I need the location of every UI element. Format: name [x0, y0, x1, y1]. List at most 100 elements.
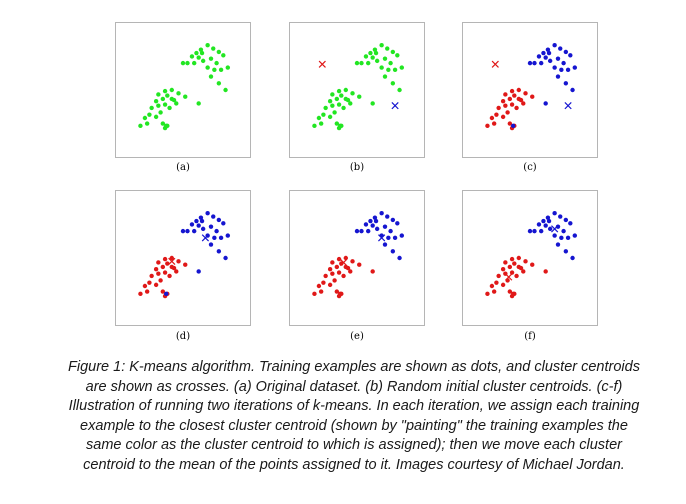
centroid-stroke [551, 225, 559, 233]
data-point [341, 105, 346, 111]
data-point [189, 54, 195, 59]
data-point [212, 235, 217, 241]
data-point [343, 255, 348, 261]
data-point [153, 282, 159, 288]
data-point [491, 121, 497, 126]
data-point [388, 228, 393, 234]
data-point [164, 291, 169, 297]
data-point [390, 49, 396, 55]
data-point [330, 103, 335, 108]
data-point [390, 217, 396, 223]
data-point [382, 242, 388, 247]
data-point [336, 270, 342, 275]
panel-label-a: (a) [176, 162, 190, 173]
data-point [500, 282, 506, 288]
data-point [563, 81, 569, 86]
panel-b [289, 22, 425, 158]
data-point [370, 269, 375, 274]
data-point [539, 60, 544, 66]
data-point [162, 270, 168, 275]
data-point [561, 60, 566, 66]
data-point [332, 278, 337, 283]
data-point [530, 94, 535, 99]
data-point [208, 224, 214, 229]
data-point [568, 53, 573, 58]
data-point [546, 50, 552, 56]
centroid-stroke [318, 60, 326, 68]
data-point [318, 289, 324, 294]
data-point [165, 93, 170, 98]
cluster-centroid [564, 102, 572, 110]
data-point [169, 264, 174, 270]
data-point [316, 283, 322, 289]
data-point [160, 289, 166, 294]
data-point [323, 273, 328, 279]
centroid-stroke [391, 102, 399, 110]
data-point [570, 255, 575, 261]
data-point [536, 54, 542, 59]
data-point [194, 50, 199, 56]
data-point [169, 96, 174, 102]
data-point [521, 269, 526, 274]
data-point [208, 56, 214, 61]
data-point [368, 50, 373, 56]
data-point [491, 289, 497, 294]
data-point [354, 228, 360, 234]
scatter-plot-a [115, 22, 251, 158]
data-point [494, 112, 499, 117]
data-point [162, 256, 168, 262]
panel-label-e: (e) [350, 331, 364, 342]
data-point [334, 264, 340, 270]
data-point [507, 121, 513, 126]
data-point [558, 214, 563, 219]
data-point [208, 74, 214, 79]
data-point [547, 226, 553, 232]
data-point [162, 102, 168, 107]
data-point [198, 215, 204, 220]
data-point [545, 215, 551, 220]
data-point [500, 99, 506, 104]
data-point [382, 224, 388, 229]
data-point [138, 123, 143, 129]
data-point [350, 259, 355, 264]
data-point [205, 211, 210, 216]
data-point [225, 65, 230, 70]
panel-label-f: (f) [524, 331, 536, 342]
data-point [536, 222, 542, 227]
data-point [503, 103, 508, 108]
data-point [503, 260, 508, 265]
data-point [532, 228, 537, 234]
data-point [392, 235, 398, 241]
data-point [370, 55, 375, 60]
data-point [570, 87, 575, 93]
data-point [523, 259, 528, 264]
data-point [561, 228, 566, 234]
data-point [370, 223, 375, 228]
data-point [196, 223, 201, 228]
data-point [359, 228, 364, 234]
data-point [386, 67, 391, 73]
data-point [516, 96, 521, 102]
data-point [500, 114, 506, 120]
data-point [552, 233, 557, 238]
data-point [547, 58, 553, 64]
data-point [144, 289, 150, 294]
data-point [153, 114, 159, 120]
data-point [516, 255, 521, 261]
data-point [572, 65, 577, 70]
data-point [546, 218, 552, 224]
data-point [142, 115, 148, 121]
plot-frame [115, 190, 251, 326]
data-point [390, 81, 396, 86]
panel-e [289, 190, 425, 326]
data-point [392, 67, 398, 73]
plot-frame [289, 22, 425, 158]
data-point [334, 289, 340, 294]
data-point [366, 60, 371, 66]
plot-frame [289, 190, 425, 326]
data-point [174, 101, 179, 106]
data-point [541, 50, 546, 56]
data-point [218, 67, 224, 73]
data-point [559, 67, 564, 73]
data-point [338, 291, 343, 297]
